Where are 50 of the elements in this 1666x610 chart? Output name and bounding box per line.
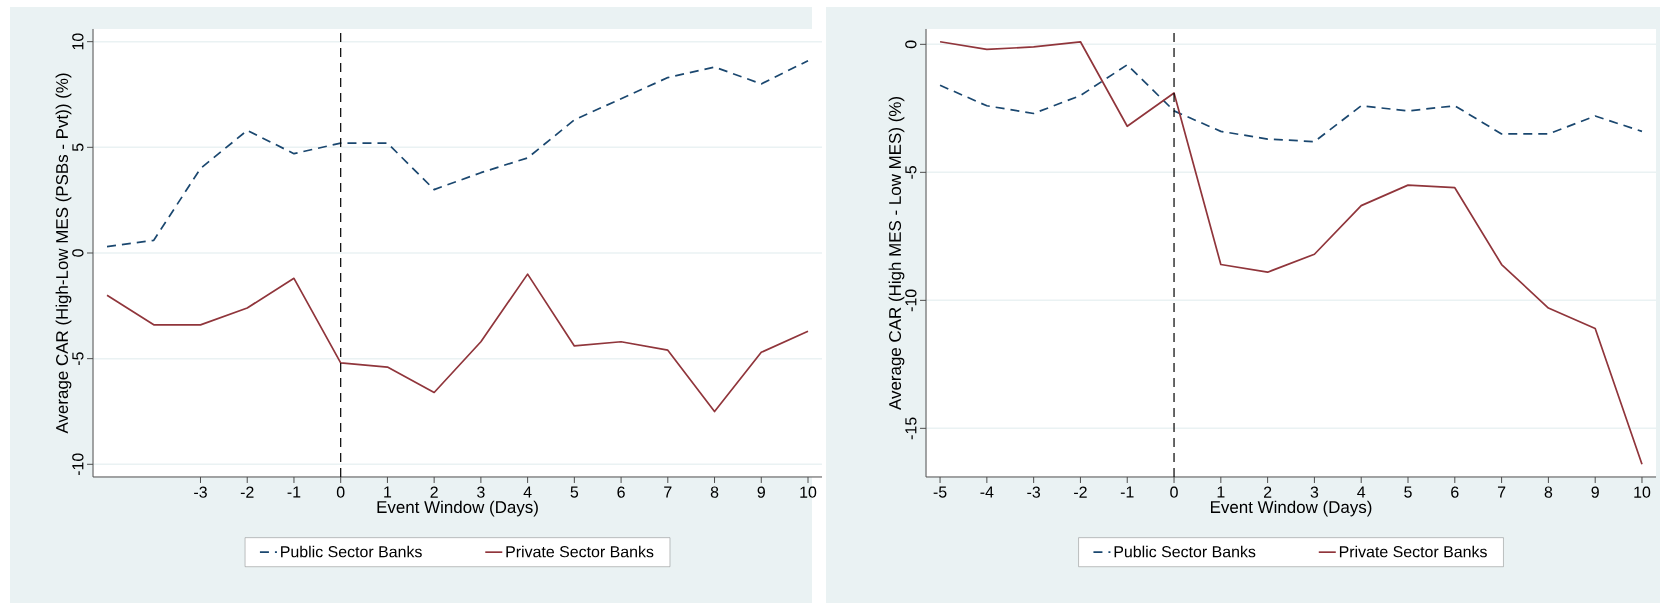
y-tick-label: -15: [905, 417, 917, 440]
x-tick-label: 0: [336, 486, 345, 498]
x-tick-label: 9: [1591, 486, 1599, 498]
x-tick-label: 2: [430, 486, 438, 498]
x-tick-label: -1: [287, 486, 301, 498]
x-tick-label: 8: [710, 486, 719, 498]
x-tick-label: 3: [1310, 486, 1319, 498]
line-series: [106, 273, 809, 413]
x-axis-title: Event Window (Days): [377, 500, 538, 517]
y-tick-label: -5: [72, 352, 84, 366]
y-tick-label: 10: [72, 33, 84, 50]
x-tick-label: -2: [1074, 486, 1087, 498]
y-tick-label: -10: [905, 289, 917, 312]
x-tick-label: -2: [240, 486, 254, 498]
x-tick-label: 4: [1357, 486, 1366, 498]
x-tick-label: 3: [477, 486, 485, 498]
x-tick-label: 8: [1544, 486, 1553, 498]
y-tick-label: 0: [72, 249, 84, 257]
legend-label: Private Sector Banks: [1339, 545, 1487, 558]
y-axis-title: Average CAR (High MES - Low MES) (%): [888, 97, 905, 410]
y-tick-label: -5: [905, 165, 917, 179]
y-tick-label: 0: [905, 40, 917, 49]
x-tick-label: 9: [757, 486, 765, 498]
line-series: [939, 40, 1643, 466]
x-tick-label: 6: [617, 486, 625, 498]
legend-label: Public Sector Banks: [1114, 545, 1256, 558]
x-tick-label: -1: [1120, 486, 1134, 498]
x-tick-label: 7: [664, 486, 672, 498]
x-tick-label: 5: [1404, 486, 1412, 498]
x-tick-label: 10: [800, 486, 817, 498]
x-tick-label: -3: [194, 486, 207, 498]
x-tick-label: -5: [933, 486, 947, 498]
y-tick-label: -10: [72, 453, 84, 476]
y-axis-title: Average CAR (High-Low MES (PSBs - Pvt)) (%): [55, 73, 72, 434]
line-series: [939, 63, 1643, 143]
x-tick-label: 5: [570, 486, 579, 498]
x-tick-label: 10: [1634, 486, 1651, 498]
x-tick-label: 1: [384, 486, 392, 498]
x-tick-label: 2: [1263, 486, 1272, 498]
x-tick-label: 6: [1451, 486, 1459, 498]
x-tick-label: 1: [1217, 486, 1225, 498]
x-tick-label: 7: [1497, 486, 1506, 498]
y-tick-label: 5: [72, 143, 84, 152]
legend-label: Public Sector Banks: [281, 545, 422, 558]
x-tick-label: 4: [523, 486, 532, 498]
x-tick-label: -4: [980, 486, 994, 498]
x-axis-title: Event Window (Days): [1211, 500, 1372, 517]
legend-label: Private Sector Banks: [506, 545, 654, 558]
x-tick-label: -3: [1027, 486, 1041, 498]
x-tick-label: 0: [1170, 486, 1178, 498]
